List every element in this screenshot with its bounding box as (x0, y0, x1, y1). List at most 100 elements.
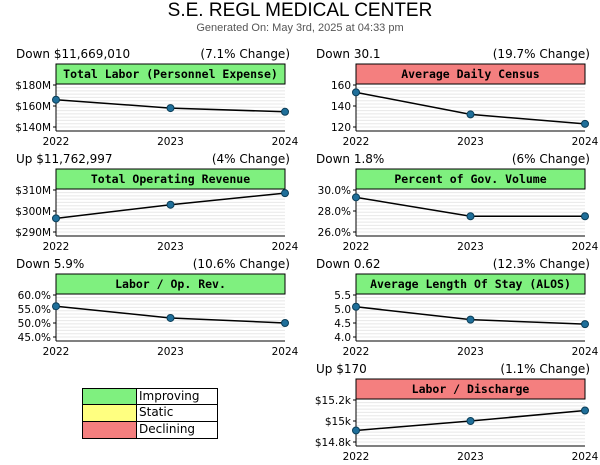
change-percent: (6% Change) (511, 152, 590, 166)
data-point (466, 417, 475, 425)
y-tick-label: $14.8k (315, 437, 352, 449)
data-point (466, 212, 475, 221)
data-point (352, 426, 360, 435)
data-point (52, 95, 60, 104)
data-point (352, 193, 360, 202)
generated-timestamp: Generated On: May 3rd, 2025 at 04:33 pm (196, 22, 404, 34)
x-tick-label: 2023 (157, 346, 184, 358)
kpi-line-chart: Average Length Of Stay (ALOS) 5.5 5.0 4.5 4.… (334, 273, 599, 358)
legend-label-static: Static (137, 405, 218, 422)
change-percent: (4% Change) (211, 152, 290, 166)
status-legend: Improving Static Declining (82, 388, 218, 441)
change-percent: (19.7% Change) (492, 47, 590, 61)
x-tick-label: 2024 (572, 346, 599, 358)
y-tick-label: $300M (15, 206, 51, 218)
y-tick-label: $140M (15, 122, 51, 134)
kpi-line-chart: Labor / Discharge $15.2k $15k $14.8k 2022 202… (315, 378, 599, 463)
kpi-panel: Down $11,669,010 (7.1% Change) Total Labor… (8, 47, 299, 148)
x-tick-label: 2022 (43, 241, 70, 253)
legend-item-improving: Improving (82, 388, 218, 405)
x-tick-label: 2023 (157, 136, 184, 148)
data-point (281, 107, 289, 116)
y-tick-label: 160 (331, 80, 351, 92)
change-summary: Down 30.1 (316, 47, 381, 61)
kpi-panel: Down 5.9% (10.6% Change) Labor / Op. Rev. 6… (8, 257, 299, 358)
y-tick-label: 45.0% (18, 332, 51, 344)
legend-label-declining: Declining (137, 422, 218, 439)
legend-label-improving: Improving (137, 388, 218, 405)
x-tick-label: 2023 (457, 136, 484, 148)
y-tick-label: 26.0% (318, 227, 351, 239)
data-point (466, 110, 475, 119)
x-tick-label: 2023 (457, 241, 484, 253)
change-summary: Down 1.8% (316, 152, 385, 166)
legend-swatch-static (82, 405, 137, 422)
kpi-panel: Up $170 (1.1% Change) Labor / Discharge $15… (308, 362, 599, 463)
x-tick-label: 2024 (272, 241, 299, 253)
data-point (581, 320, 589, 329)
data-point (52, 302, 60, 311)
data-point (581, 212, 589, 221)
panel-title: Labor / Discharge (412, 382, 530, 396)
x-tick-label: 2022 (343, 346, 370, 358)
kpi-panel: Down 0.62 (12.3% Change) Average Length Of… (308, 257, 599, 358)
change-summary: Up $170 (316, 362, 367, 376)
change-summary: Down 5.9% (16, 257, 85, 271)
y-tick-label: 55.0% (18, 304, 51, 316)
y-tick-label: 60.0% (18, 290, 51, 302)
kpi-line-chart: Average Daily Census 160 140 120 2022 2023 202… (331, 63, 599, 148)
x-tick-label: 2023 (457, 346, 484, 358)
y-tick-label: $160M (15, 101, 51, 113)
data-point (581, 119, 589, 128)
data-point (581, 406, 589, 415)
kpi-panel: Down 1.8% (6% Change) Percent of Gov. Volu… (308, 152, 599, 253)
change-percent: (7.1% Change) (200, 47, 290, 61)
x-tick-label: 2023 (157, 241, 184, 253)
data-point (281, 319, 289, 327)
legend-swatch-improving (82, 388, 137, 405)
data-point (352, 88, 360, 97)
kpi-panel: Up $11,762,997 (4% Change) Total Operating… (8, 152, 299, 253)
y-tick-label: $310M (15, 185, 51, 197)
x-tick-label: 2024 (572, 136, 599, 148)
data-point (166, 200, 175, 209)
legend-swatch-declining (82, 422, 137, 439)
kpi-line-chart: Total Labor (Personnel Expense) $180M $160… (15, 63, 299, 148)
x-tick-label: 2024 (272, 136, 299, 148)
y-tick-label: 28.0% (318, 206, 351, 218)
kpi-line-chart: Labor / Op. Rev. 60.0% 55.0% 50.0% 45.0% 2022… (18, 273, 299, 358)
x-tick-label: 2022 (43, 136, 70, 148)
data-point (166, 313, 175, 322)
report-title: S.E. REGL MEDICAL CENTER (167, 0, 433, 21)
x-tick-label: 2022 (343, 451, 370, 463)
panel-title: Average Daily Census (401, 67, 539, 81)
x-tick-label: 2022 (343, 136, 370, 148)
y-tick-label: $15.2k (315, 395, 352, 407)
data-point (352, 302, 360, 311)
y-tick-label: 50.0% (18, 318, 51, 330)
x-tick-label: 2024 (572, 241, 599, 253)
y-tick-label: 5.5 (334, 290, 351, 302)
y-tick-label: 120 (331, 122, 351, 134)
x-tick-label: 2024 (272, 346, 299, 358)
panel-title: Labor / Op. Rev. (115, 277, 226, 291)
x-tick-label: 2022 (43, 346, 70, 358)
y-tick-label: $290M (15, 227, 51, 239)
y-tick-label: 140 (331, 101, 351, 113)
change-summary: Up $11,762,997 (16, 152, 113, 166)
y-tick-label: 4.0 (334, 332, 351, 344)
change-percent: (1.1% Change) (500, 362, 590, 376)
x-tick-label: 2024 (572, 451, 599, 463)
change-summary: Down $11,669,010 (16, 47, 131, 61)
change-percent: (12.3% Change) (492, 257, 590, 271)
panel-title: Total Labor (Personnel Expense) (63, 67, 278, 81)
panel-title: Average Length Of Stay (ALOS) (370, 277, 571, 291)
kpi-line-chart: Total Operating Revenue $310M $300M $290M 20… (15, 168, 299, 253)
y-tick-label: 4.5 (334, 318, 351, 330)
data-point (466, 315, 475, 324)
y-tick-label: 5.0 (334, 304, 351, 316)
legend-item-declining: Declining (82, 422, 218, 439)
y-tick-label: $15k (325, 416, 352, 428)
data-point (166, 104, 175, 113)
x-tick-label: 2022 (343, 241, 370, 253)
